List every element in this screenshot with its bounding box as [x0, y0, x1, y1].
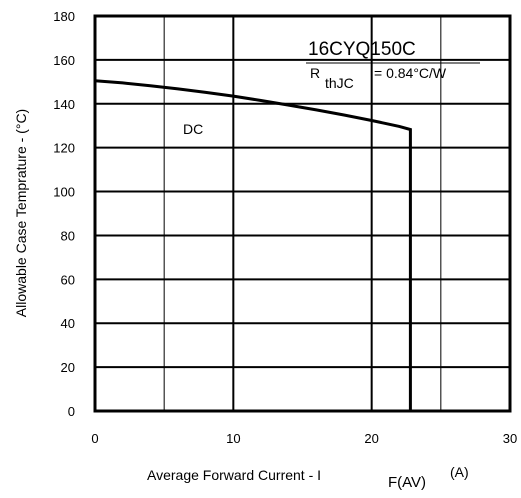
series-line-dc [94, 79, 412, 411]
tick-layer: 0 20 40 60 80 100 120 140 160 180 0 10 20 30 [53, 9, 517, 446]
x-axis-title-unit: (A) [450, 464, 469, 480]
y-tick-label: 120 [53, 141, 75, 156]
rth-label-value: = 0.84°C/W [374, 65, 447, 81]
plot-frame [93, 14, 512, 413]
rth-label-subscript: thJC [325, 75, 354, 91]
x-tick-label: 10 [226, 431, 240, 446]
rth-label-prefix: R [310, 65, 320, 81]
y-tick-label: 60 [61, 272, 75, 287]
grid-layer [95, 16, 510, 411]
y-tick-label: 160 [53, 53, 75, 68]
x-tick-label: 0 [91, 431, 98, 446]
x-tick-label: 30 [503, 431, 517, 446]
x-axis-title-main: Average Forward Current - I [147, 467, 321, 483]
series-layer [94, 79, 412, 411]
y-tick-label: 20 [61, 360, 75, 375]
part-number-label: 16CYQ150C [308, 39, 416, 60]
y-tick-label: 180 [53, 9, 75, 24]
y-tick-label: 140 [53, 97, 75, 112]
x-tick-label: 20 [364, 431, 378, 446]
y-tick-label: 0 [68, 404, 75, 419]
y-tick-label: 100 [53, 185, 75, 200]
y-tick-label: 80 [61, 228, 75, 243]
x-axis-title-subscript: F(AV) [388, 474, 426, 491]
series-label-dc: DC [183, 121, 203, 137]
y-tick-label: 40 [61, 316, 75, 331]
y-axis-title: Allowable Case Temprature - (°C) [13, 109, 29, 317]
